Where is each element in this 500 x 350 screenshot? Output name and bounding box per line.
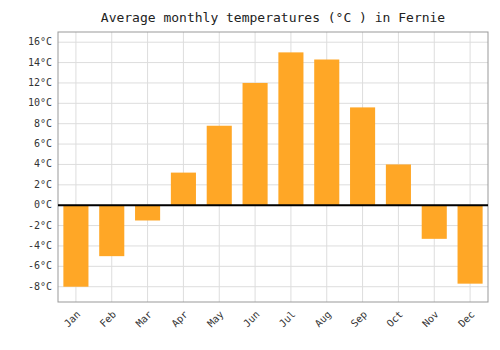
bar	[99, 205, 124, 256]
x-tick-label: Nov	[420, 309, 441, 330]
y-grid-line	[58, 42, 488, 43]
bar	[63, 205, 88, 287]
x-tick-label: May	[205, 309, 226, 330]
x-tick-label: Apr	[169, 309, 190, 330]
bar	[386, 164, 411, 205]
plot-frame	[58, 32, 488, 302]
x-tick-label: Aug	[313, 309, 334, 330]
y-grid-line	[58, 144, 488, 145]
bar	[278, 52, 303, 205]
x-tick-label: Feb	[98, 309, 119, 330]
y-tick-label: 10°C	[28, 97, 52, 108]
bar	[243, 83, 268, 205]
y-grid-line	[58, 103, 488, 104]
x-grid-line	[111, 32, 112, 302]
x-tick-label: Jun	[241, 309, 262, 330]
y-tick-label: 8°C	[34, 118, 52, 129]
x-grid-line	[147, 32, 148, 302]
chart-container: -8°C -6°C -4°C -2°C 0°C 2°C 4°C 6°C 8°C 10°C 12°C 1…	[0, 0, 500, 350]
bar	[207, 126, 232, 205]
bar	[135, 205, 160, 220]
y-tick-label: -6°C	[28, 260, 52, 271]
x-tick-label: Jul	[277, 309, 298, 330]
x-tick-label: Sep	[349, 309, 370, 330]
y-grid-line	[58, 164, 488, 165]
zero-line	[58, 204, 488, 206]
y-tick-label: 6°C	[34, 138, 52, 149]
y-tick-label: 12°C	[28, 77, 52, 88]
x-grid-line	[183, 32, 184, 302]
x-tick-label: Dec	[456, 309, 477, 330]
x-tick-label: Jan	[62, 309, 83, 330]
y-tick-label: 14°C	[28, 57, 52, 68]
bar	[350, 107, 375, 205]
y-tick-label: 0°C	[34, 199, 52, 210]
y-tick-label: -8°C	[28, 281, 52, 292]
y-tick-label: 16°C	[28, 36, 52, 47]
y-grid-line	[58, 205, 488, 206]
y-grid-line	[58, 82, 488, 83]
bar	[314, 60, 339, 206]
bar	[458, 205, 483, 283]
grid	[58, 32, 488, 302]
y-grid-line	[58, 123, 488, 124]
y-tick-label: -4°C	[28, 240, 52, 251]
y-grid-line	[58, 286, 488, 287]
y-grid-line	[58, 184, 488, 185]
x-tick-label: Mar	[134, 309, 155, 330]
bar	[171, 173, 196, 206]
bars	[63, 52, 482, 286]
title: Average monthly temperatures (°C ) in Fe…	[101, 10, 446, 25]
y-grid-line	[58, 62, 488, 63]
chart-svg: -8°C -6°C -4°C -2°C 0°C 2°C 4°C 6°C 8°C 10°C 12°C 1…	[0, 0, 500, 350]
x-tick-label: Oct	[384, 309, 405, 330]
bar	[422, 205, 447, 239]
y-tick-label: -2°C	[28, 220, 52, 231]
x-grid-line	[434, 32, 435, 302]
y-grid-line	[58, 266, 488, 267]
y-tick-label: 2°C	[34, 179, 52, 190]
y-tick-label: 4°C	[34, 158, 52, 169]
